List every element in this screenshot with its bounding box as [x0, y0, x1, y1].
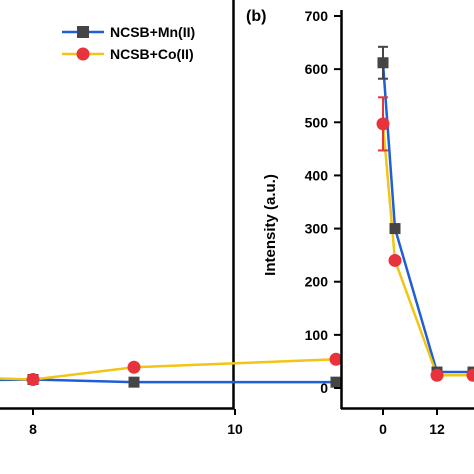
panel-a-point-mn — [128, 376, 140, 388]
legend-swatch-co-marker — [76, 47, 90, 61]
panel-b-x-ticks: 0 — [379, 409, 387, 437]
panel-b-y-tick-label: 300 — [305, 221, 329, 237]
panel-a-axes — [0, 0, 235, 410]
panel-b-point-co — [388, 253, 402, 267]
panel-b-series-line — [381, 62, 473, 374]
panel-a-point-co — [127, 360, 141, 374]
legend-swatch-mn-marker — [77, 26, 89, 38]
panel-b-point-mn — [389, 223, 401, 235]
panel-b-y-axis-title: Intensity (a.u.) — [262, 174, 279, 276]
panel-a-point-mn — [330, 376, 342, 388]
panel-a-series-line — [0, 358, 337, 381]
panel-a-x-tick-label: 10 — [227, 421, 243, 437]
panel-b-point-co — [376, 117, 390, 131]
panel-a-point-co — [329, 352, 343, 366]
legend: NCSB+Mn(II) NCSB+Co(II) — [62, 24, 195, 62]
panel-b-y-tick-label: 500 — [305, 114, 329, 130]
panel-b-point-co — [430, 368, 444, 382]
panel-a-plot — [0, 352, 343, 388]
panel-b-point-co — [466, 368, 474, 382]
panel-b-y-tick-label: 0 — [320, 380, 328, 396]
panel-b-plot — [376, 45, 474, 382]
panel-b-y-tick-label: 400 — [305, 167, 329, 183]
panel-a-point-co — [26, 372, 40, 386]
panel-b-series-line — [381, 123, 473, 377]
panel-b-y-tick-label: 100 — [305, 327, 329, 343]
legend-label-co: NCSB+Co(II) — [110, 46, 194, 62]
panel-b-x-tick-label: 0 — [379, 421, 387, 437]
panel-b-axes — [340, 10, 474, 410]
panel-a-x-tick-label: 12 — [429, 421, 445, 437]
panel-b-y-ticks: 0 100 200 300 400 500 600 700 — [305, 8, 341, 396]
panel-a-x-ticks: 8 10 12 — [29, 409, 445, 437]
panel-b-point-mn — [377, 57, 389, 69]
panel-a-series-line — [0, 378, 336, 384]
panel-b-y-tick-label: 200 — [305, 274, 329, 290]
panel-b-y-tick-label: 700 — [305, 8, 329, 24]
legend-label-mn: NCSB+Mn(II) — [110, 24, 195, 40]
panel-b-label: (b) — [246, 8, 266, 25]
panel-a-x-tick-label: 8 — [29, 421, 37, 437]
panel-b-y-tick-label: 600 — [305, 61, 329, 77]
